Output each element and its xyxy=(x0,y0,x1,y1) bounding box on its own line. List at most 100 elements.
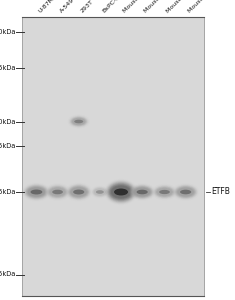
Ellipse shape xyxy=(180,190,191,194)
Ellipse shape xyxy=(69,186,88,198)
Text: U-87MG: U-87MG xyxy=(38,0,59,14)
Ellipse shape xyxy=(45,184,70,200)
Ellipse shape xyxy=(174,185,197,199)
Ellipse shape xyxy=(173,184,198,200)
Text: 293T: 293T xyxy=(80,0,95,14)
Ellipse shape xyxy=(176,187,195,197)
Ellipse shape xyxy=(178,188,194,196)
Ellipse shape xyxy=(133,187,152,197)
Ellipse shape xyxy=(72,118,86,125)
Ellipse shape xyxy=(65,183,92,201)
Ellipse shape xyxy=(31,190,42,194)
Ellipse shape xyxy=(47,186,68,198)
Ellipse shape xyxy=(94,189,106,195)
Text: Mouse brain: Mouse brain xyxy=(122,0,153,14)
Ellipse shape xyxy=(111,186,131,198)
Text: ETFB: ETFB xyxy=(211,188,230,196)
Ellipse shape xyxy=(68,115,89,128)
Ellipse shape xyxy=(129,184,156,200)
Ellipse shape xyxy=(49,187,66,197)
Text: Mouse kidney: Mouse kidney xyxy=(166,0,200,14)
Ellipse shape xyxy=(131,185,153,199)
Ellipse shape xyxy=(152,184,177,200)
Text: 40kDa: 40kDa xyxy=(0,118,16,124)
Ellipse shape xyxy=(105,180,137,204)
Ellipse shape xyxy=(106,181,136,203)
Ellipse shape xyxy=(132,186,153,198)
Ellipse shape xyxy=(157,188,172,196)
Text: A-549: A-549 xyxy=(59,0,75,14)
Ellipse shape xyxy=(156,187,173,197)
Ellipse shape xyxy=(175,186,196,198)
Ellipse shape xyxy=(70,117,87,126)
Ellipse shape xyxy=(134,188,151,196)
Ellipse shape xyxy=(107,182,135,202)
Ellipse shape xyxy=(50,188,65,196)
Ellipse shape xyxy=(26,186,47,198)
Ellipse shape xyxy=(134,188,150,196)
Ellipse shape xyxy=(27,187,46,197)
Ellipse shape xyxy=(153,185,176,199)
Ellipse shape xyxy=(106,181,136,203)
Ellipse shape xyxy=(23,183,50,201)
Ellipse shape xyxy=(48,187,67,197)
Ellipse shape xyxy=(70,116,87,127)
Text: Mouse heart: Mouse heart xyxy=(143,0,175,14)
Ellipse shape xyxy=(73,190,84,194)
Ellipse shape xyxy=(69,186,89,198)
Ellipse shape xyxy=(27,187,45,197)
Text: 35kDa: 35kDa xyxy=(0,142,16,148)
Ellipse shape xyxy=(108,183,134,201)
Ellipse shape xyxy=(71,118,86,125)
Ellipse shape xyxy=(22,183,51,201)
Ellipse shape xyxy=(104,179,138,205)
Ellipse shape xyxy=(92,187,107,197)
Bar xyxy=(22,16,204,296)
Ellipse shape xyxy=(71,188,87,196)
Ellipse shape xyxy=(154,186,175,198)
Ellipse shape xyxy=(49,188,66,196)
Ellipse shape xyxy=(26,186,47,198)
Ellipse shape xyxy=(93,188,107,196)
Ellipse shape xyxy=(28,188,45,196)
Ellipse shape xyxy=(92,187,108,197)
Ellipse shape xyxy=(24,184,49,200)
Ellipse shape xyxy=(72,118,85,125)
Ellipse shape xyxy=(137,190,148,194)
Ellipse shape xyxy=(91,186,109,198)
Ellipse shape xyxy=(110,185,132,199)
Ellipse shape xyxy=(108,182,134,202)
Text: 15kDa: 15kDa xyxy=(0,272,16,278)
Ellipse shape xyxy=(130,185,154,199)
Ellipse shape xyxy=(152,184,177,200)
Ellipse shape xyxy=(130,184,154,200)
Ellipse shape xyxy=(47,185,68,199)
Ellipse shape xyxy=(153,185,176,199)
Ellipse shape xyxy=(24,184,49,200)
Ellipse shape xyxy=(67,184,90,200)
Ellipse shape xyxy=(46,184,69,200)
Ellipse shape xyxy=(110,184,132,200)
Ellipse shape xyxy=(96,190,104,194)
Ellipse shape xyxy=(109,184,133,200)
Ellipse shape xyxy=(154,186,175,198)
Ellipse shape xyxy=(176,186,196,198)
Text: 70kDa: 70kDa xyxy=(0,28,16,34)
Ellipse shape xyxy=(25,185,48,199)
Ellipse shape xyxy=(174,185,197,199)
Ellipse shape xyxy=(92,186,108,198)
Ellipse shape xyxy=(68,185,89,199)
Ellipse shape xyxy=(94,188,106,196)
Ellipse shape xyxy=(45,184,70,200)
Ellipse shape xyxy=(133,187,151,197)
Ellipse shape xyxy=(69,116,88,127)
Ellipse shape xyxy=(90,185,109,199)
Ellipse shape xyxy=(52,190,63,194)
Ellipse shape xyxy=(173,184,198,200)
Ellipse shape xyxy=(176,187,195,197)
Text: 25kDa: 25kDa xyxy=(0,189,16,195)
Text: BxPC-3: BxPC-3 xyxy=(101,0,120,14)
Ellipse shape xyxy=(70,187,88,197)
Ellipse shape xyxy=(67,184,91,200)
Ellipse shape xyxy=(172,184,199,200)
